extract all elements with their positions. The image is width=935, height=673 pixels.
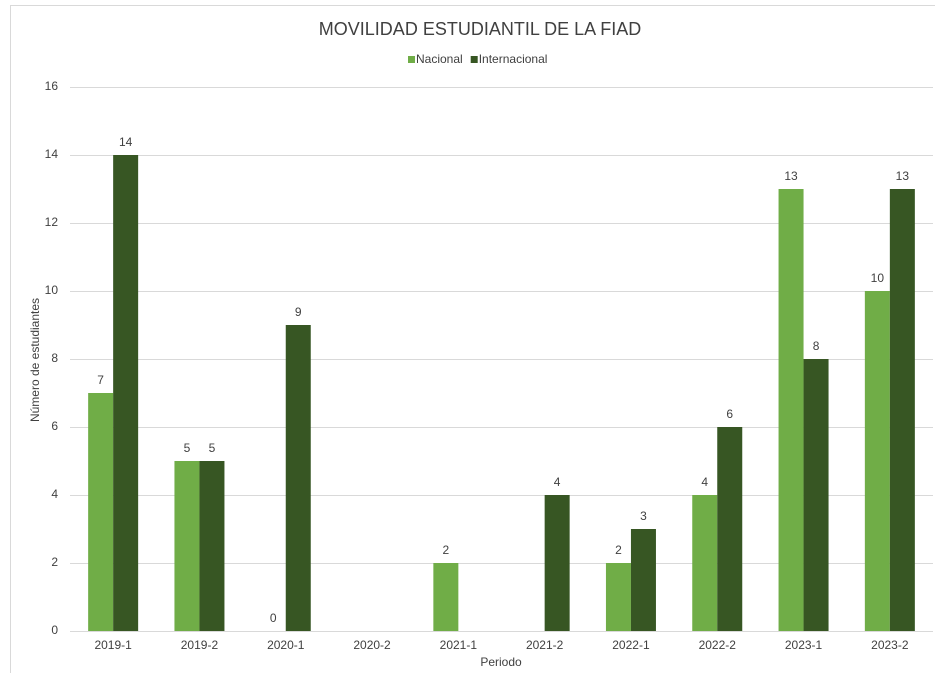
- y-tick-label: 14: [45, 147, 59, 161]
- bar: [630, 529, 656, 631]
- bar: [692, 495, 718, 631]
- data-label: 4: [701, 475, 708, 489]
- bar: [113, 155, 139, 631]
- legend-label: Nacional: [416, 52, 463, 66]
- x-tick-label: 2020-1: [267, 638, 305, 652]
- data-label: 0: [270, 611, 277, 625]
- y-tick-label: 16: [45, 79, 59, 93]
- y-tick-label: 6: [51, 419, 58, 433]
- legend-label: Internacional: [479, 52, 548, 66]
- x-tick-label: 2021-2: [526, 638, 564, 652]
- bar: [433, 563, 459, 631]
- y-tick-label: 0: [51, 623, 58, 637]
- bar: [544, 495, 570, 631]
- bar: [717, 427, 743, 631]
- x-tick-label: 2022-2: [699, 638, 737, 652]
- y-tick-label: 10: [45, 283, 59, 297]
- x-tick-label: 2023-2: [871, 638, 909, 652]
- bar: [199, 461, 225, 631]
- data-label: 13: [896, 169, 910, 183]
- bar: [174, 461, 200, 631]
- data-label: 6: [726, 407, 733, 421]
- data-label: 2: [443, 543, 450, 557]
- bar: [889, 189, 915, 631]
- x-tick-label: 2021-1: [440, 638, 478, 652]
- bar: [864, 291, 890, 631]
- legend-swatch: [470, 56, 478, 63]
- x-tick-label: 2019-1: [94, 638, 132, 652]
- bar: [88, 393, 114, 631]
- data-label: 9: [295, 305, 302, 319]
- data-label: 4: [554, 475, 561, 489]
- x-axis-label: Periodo: [480, 655, 522, 669]
- bar: [605, 563, 631, 631]
- bar: [285, 325, 311, 631]
- data-label: 2: [615, 543, 622, 557]
- x-tick-label: 2020-2: [353, 638, 391, 652]
- data-label: 3: [640, 509, 647, 523]
- bar: [778, 189, 804, 631]
- y-tick-label: 2: [51, 555, 58, 569]
- x-tick-label: 2019-2: [181, 638, 219, 652]
- data-label: 5: [184, 441, 191, 455]
- legend-swatch: [408, 56, 415, 63]
- x-tick-label: 2022-1: [612, 638, 650, 652]
- data-label: 7: [97, 373, 104, 387]
- data-label: 13: [784, 169, 798, 183]
- data-label: 5: [209, 441, 216, 455]
- y-tick-label: 12: [45, 215, 59, 229]
- y-tick-label: 4: [51, 487, 58, 501]
- y-tick-label: 8: [51, 351, 58, 365]
- x-tick-label: 2023-1: [785, 638, 823, 652]
- chart-border: [10, 5, 935, 673]
- chart-title: MOVILIDAD ESTUDIANTIL DE LA FIAD: [319, 19, 641, 39]
- data-label: 10: [871, 271, 885, 285]
- y-axis-label: Número de estudiantes: [28, 298, 42, 422]
- data-label: 14: [119, 135, 133, 149]
- bar: [803, 359, 829, 631]
- data-label: 8: [813, 339, 820, 353]
